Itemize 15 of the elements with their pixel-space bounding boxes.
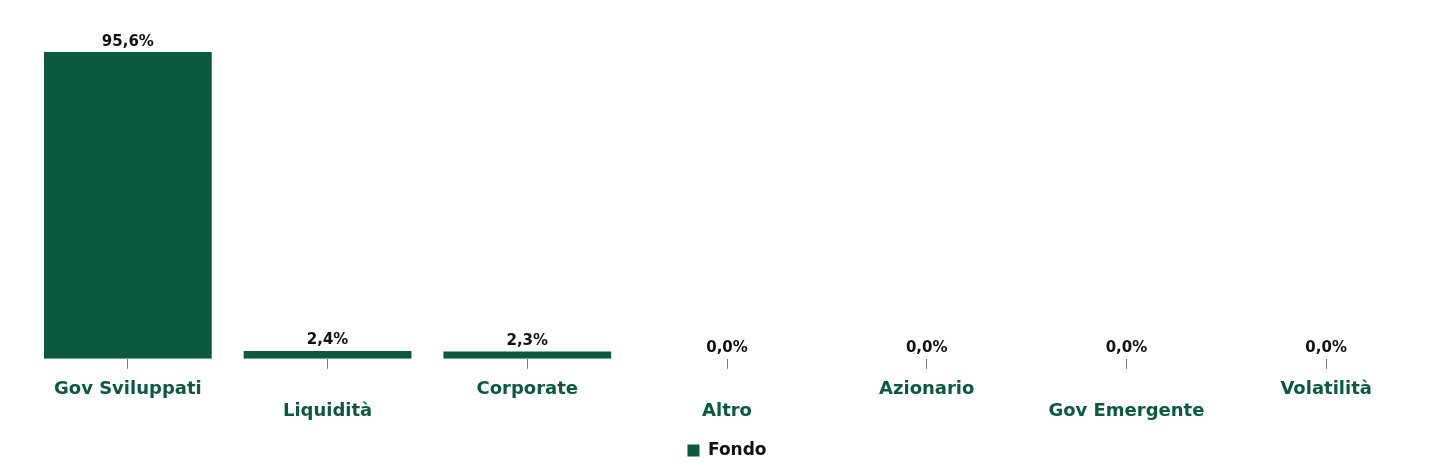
data-label: 0,0%: [1305, 338, 1347, 357]
x-tick-label: Gov Sviluppati: [54, 377, 202, 399]
x-tick-label: Altro: [702, 398, 752, 420]
data-label: 0,0%: [706, 338, 748, 357]
data-label: 2,3%: [506, 330, 549, 349]
data-label: 95,6%: [101, 31, 154, 50]
x-tick-label: Azionario: [879, 377, 975, 399]
data-label: 0,0%: [1105, 338, 1148, 357]
legend-label: Fondo: [707, 438, 767, 459]
x-tick-label: Gov Emergente: [1048, 398, 1205, 420]
x-tick-label: Liquidità: [282, 398, 373, 420]
data-label: 0,0%: [905, 338, 948, 357]
x-tick-label: Corporate: [476, 377, 579, 399]
data-label: 2,4%: [306, 330, 349, 349]
x-tick-label: Volatilità: [1280, 377, 1372, 399]
